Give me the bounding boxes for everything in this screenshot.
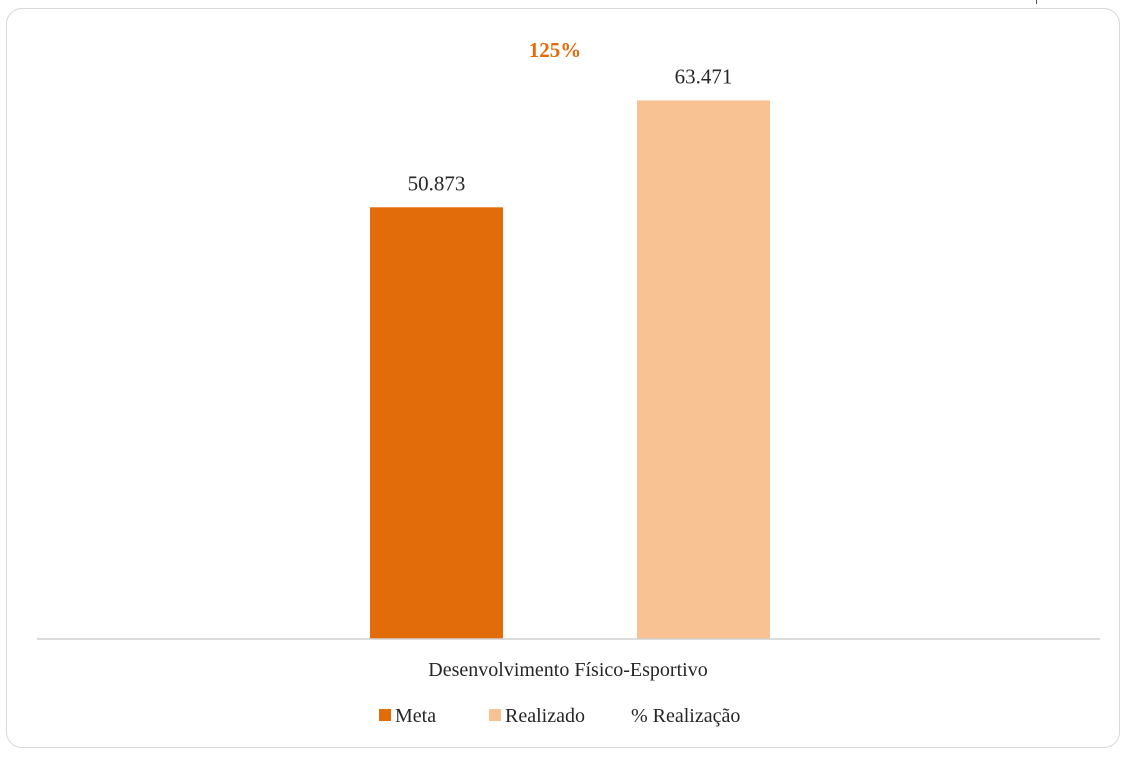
category-label: Desenvolvimento Físico-Esportivo — [428, 659, 707, 681]
chart-frame — [6, 8, 1120, 748]
legend-swatch-meta — [379, 709, 391, 721]
data-label-meta: 50.873 — [408, 171, 466, 195]
data-label-realizado: 63.471 — [675, 64, 733, 88]
bar-meta — [370, 207, 503, 639]
bar-realizado — [637, 100, 770, 640]
legend-label-percent: % Realização — [631, 705, 740, 727]
legend-swatch-realizado — [489, 709, 501, 721]
legend: Meta Realizado % Realização — [379, 705, 740, 727]
top-edge-mark — [1036, 0, 1037, 4]
legend-label-realizado: Realizado — [505, 705, 585, 727]
percent-label: 125% — [529, 38, 582, 62]
legend-label-meta: Meta — [395, 705, 436, 727]
